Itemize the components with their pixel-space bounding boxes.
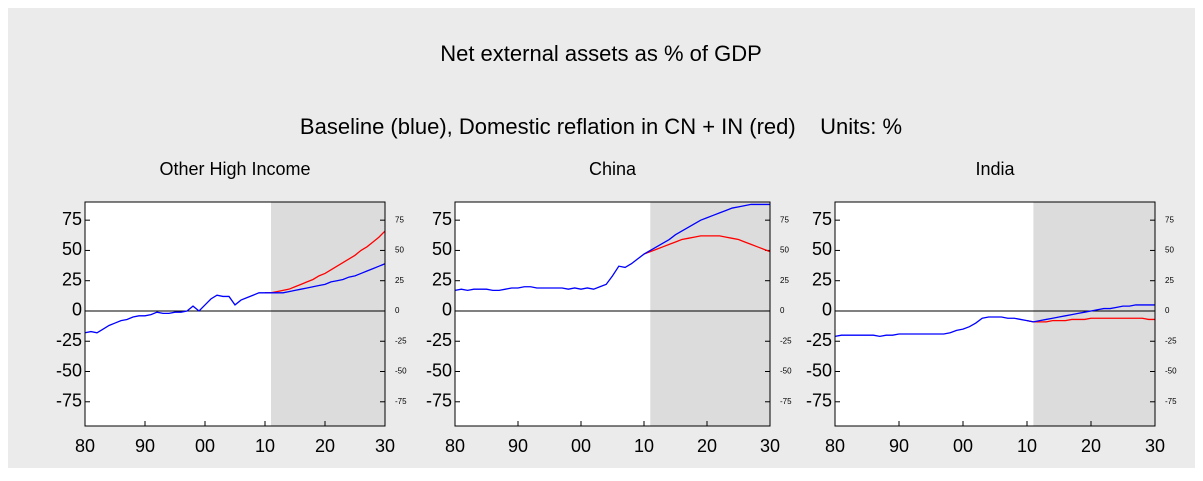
x-tick-label: 00 xyxy=(195,436,215,456)
forecast-shade xyxy=(1033,202,1155,426)
y-tick-label: 75 xyxy=(62,209,82,229)
plot-border xyxy=(454,201,771,427)
series-line xyxy=(454,203,770,292)
forecast-shade xyxy=(271,202,385,426)
x-tick-label: 90 xyxy=(135,436,155,456)
x-tick-label: 00 xyxy=(571,436,591,456)
y-tick-label: -75 xyxy=(56,391,82,411)
series-line xyxy=(834,304,1155,338)
y-tick-label: -50 xyxy=(806,360,832,380)
x-tick-label: 30 xyxy=(1145,436,1165,456)
panel-title: India xyxy=(975,159,1015,179)
y2-tick-label: 0 xyxy=(1165,306,1170,315)
y2-tick-label: -75 xyxy=(1165,397,1177,406)
x-tick-label: 80 xyxy=(75,436,95,456)
y2-tick-label: -75 xyxy=(780,397,792,406)
y2-tick-label: 50 xyxy=(780,246,789,255)
x-tick-label: 80 xyxy=(825,436,845,456)
x-tick-label: 20 xyxy=(315,436,335,456)
y2-tick-label: -75 xyxy=(395,397,407,406)
series-line xyxy=(1026,317,1155,323)
y2-tick-label: -50 xyxy=(395,367,407,376)
y-tick-label: 75 xyxy=(432,209,452,229)
y2-tick-label: 50 xyxy=(1165,246,1174,255)
x-tick-label: 30 xyxy=(760,436,780,456)
y2-tick-label: -25 xyxy=(395,336,407,345)
y-tick-label: 50 xyxy=(812,239,832,259)
panel-title: China xyxy=(589,159,637,179)
x-tick-label: 80 xyxy=(445,436,465,456)
x-tick-label: 10 xyxy=(1017,436,1037,456)
y2-tick-label: 0 xyxy=(780,306,785,315)
plot-border xyxy=(84,201,386,427)
series-line xyxy=(84,263,386,334)
y2-tick-label: 25 xyxy=(1165,276,1174,285)
y-tick-label: 0 xyxy=(72,300,82,320)
series-line xyxy=(643,235,771,255)
y2-tick-label: 0 xyxy=(395,306,400,315)
series-line xyxy=(265,230,386,294)
y-tick-label: -50 xyxy=(56,360,82,380)
x-tick-label: 00 xyxy=(953,436,973,456)
plot-border xyxy=(834,201,1156,427)
y-tick-label: 25 xyxy=(812,269,832,289)
y-tick-label: 0 xyxy=(442,300,452,320)
y2-tick-label: 25 xyxy=(395,276,404,285)
figure-subtitle: Baseline (blue), Domestic reflation in C… xyxy=(300,114,902,139)
y2-tick-label: -25 xyxy=(1165,336,1177,345)
y2-tick-label: -25 xyxy=(780,336,792,345)
x-tick-label: 10 xyxy=(255,436,275,456)
y-tick-label: 75 xyxy=(812,209,832,229)
y2-tick-label: 50 xyxy=(395,246,404,255)
x-tick-label: 30 xyxy=(375,436,395,456)
y-tick-label: -25 xyxy=(56,330,82,350)
x-tick-label: 20 xyxy=(697,436,717,456)
y-tick-label: 50 xyxy=(62,239,82,259)
x-tick-label: 90 xyxy=(508,436,528,456)
y-tick-label: -50 xyxy=(426,360,452,380)
y-tick-label: -75 xyxy=(426,391,452,411)
y-tick-label: -25 xyxy=(806,330,832,350)
y-tick-label: -25 xyxy=(426,330,452,350)
y2-tick-label: -50 xyxy=(780,367,792,376)
x-tick-label: 90 xyxy=(889,436,909,456)
x-tick-label: 10 xyxy=(634,436,654,456)
y2-tick-label: 25 xyxy=(780,276,789,285)
y2-tick-label: 75 xyxy=(395,215,404,224)
figure-title: Net external assets as % of GDP xyxy=(440,41,762,66)
y2-tick-label: -50 xyxy=(1165,367,1177,376)
y-tick-label: 0 xyxy=(822,300,832,320)
y2-tick-label: 75 xyxy=(780,215,789,224)
y-tick-label: 25 xyxy=(432,269,452,289)
y-tick-label: -75 xyxy=(806,391,832,411)
panel-title: Other High Income xyxy=(159,159,310,179)
x-tick-label: 20 xyxy=(1081,436,1101,456)
y-tick-label: 25 xyxy=(62,269,82,289)
y2-tick-label: 75 xyxy=(1165,215,1174,224)
y-tick-label: 50 xyxy=(432,239,452,259)
